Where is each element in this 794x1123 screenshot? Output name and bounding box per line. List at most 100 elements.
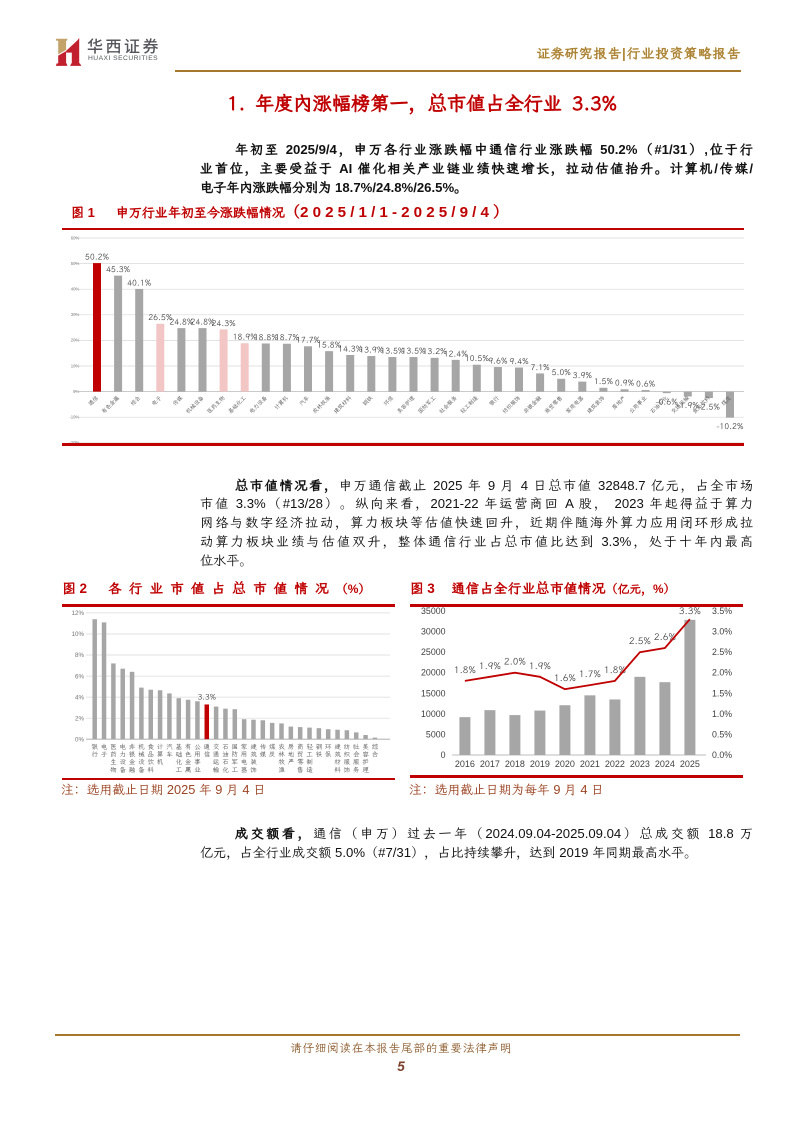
svg-text:煤: 煤 bbox=[269, 742, 276, 751]
svg-text:料: 料 bbox=[147, 765, 154, 774]
svg-text:输: 输 bbox=[212, 765, 220, 774]
svg-text:化: 化 bbox=[222, 765, 229, 774]
svg-text:12%: 12% bbox=[72, 610, 85, 617]
svg-text:30%: 30% bbox=[71, 312, 80, 317]
svg-text:工: 工 bbox=[306, 750, 313, 759]
svg-text:银: 银 bbox=[91, 742, 98, 751]
svg-text:环: 环 bbox=[324, 742, 332, 751]
svg-text:药: 药 bbox=[110, 750, 117, 759]
svg-text:15000: 15000 bbox=[421, 688, 446, 698]
svg-text:建: 建 bbox=[334, 742, 341, 751]
svg-text:合: 合 bbox=[372, 750, 379, 759]
svg-text:综: 综 bbox=[372, 742, 379, 751]
svg-text:色: 色 bbox=[185, 750, 192, 759]
svg-text:环保: 环保 bbox=[381, 394, 396, 409]
svg-text:纺织服饰: 纺织服饰 bbox=[500, 394, 522, 416]
svg-text:2019: 2019 bbox=[530, 759, 550, 769]
svg-text:纺: 纺 bbox=[344, 742, 351, 751]
svg-text:用: 用 bbox=[241, 750, 248, 759]
svg-text:交: 交 bbox=[213, 742, 220, 751]
svg-text:通: 通 bbox=[213, 750, 220, 759]
svg-text:通信: 通信 bbox=[86, 394, 101, 409]
svg-text:18.8%: 18.8% bbox=[254, 333, 279, 343]
svg-text:家: 家 bbox=[241, 742, 248, 751]
svg-text:3.0%: 3.0% bbox=[712, 627, 732, 637]
svg-text:农: 农 bbox=[278, 742, 285, 751]
svg-text:3.3%: 3.3% bbox=[198, 692, 216, 702]
svg-text:4%: 4% bbox=[75, 694, 84, 701]
svg-text:10000: 10000 bbox=[421, 709, 446, 719]
svg-text:食: 食 bbox=[147, 742, 154, 751]
svg-text:计: 计 bbox=[157, 742, 164, 751]
svg-text:品: 品 bbox=[147, 750, 154, 759]
svg-text:零: 零 bbox=[297, 757, 304, 766]
svg-text:炭: 炭 bbox=[269, 750, 276, 759]
svg-text:2.5%: 2.5% bbox=[712, 647, 732, 657]
svg-text:40%: 40% bbox=[71, 287, 80, 292]
svg-text:林: 林 bbox=[277, 750, 285, 759]
svg-text:售: 售 bbox=[297, 765, 304, 774]
svg-text:-20%: -20% bbox=[69, 440, 79, 445]
svg-text:-2.5%: -2.5% bbox=[698, 403, 721, 413]
svg-text:24.3%: 24.3% bbox=[212, 319, 237, 329]
svg-text:有色金属: 有色金属 bbox=[100, 394, 122, 416]
svg-text:0%: 0% bbox=[75, 736, 84, 743]
svg-text:13.2%: 13.2% bbox=[423, 347, 448, 357]
svg-text:房地产: 房地产 bbox=[610, 394, 628, 412]
svg-text:渔: 渔 bbox=[278, 765, 285, 774]
svg-text:业: 业 bbox=[194, 765, 201, 774]
svg-text:1.6%: 1.6% bbox=[554, 671, 576, 684]
svg-text:9.6%: 9.6% bbox=[488, 356, 508, 366]
svg-text:24.8%: 24.8% bbox=[169, 318, 194, 328]
svg-text:械: 械 bbox=[138, 750, 145, 759]
svg-text:24.8%: 24.8% bbox=[190, 318, 215, 328]
svg-text:17.7%: 17.7% bbox=[296, 336, 321, 346]
svg-text:公用事业: 公用事业 bbox=[627, 394, 649, 416]
svg-text:50%: 50% bbox=[71, 261, 80, 266]
svg-text:建筑装饰: 建筑装饰 bbox=[585, 394, 607, 416]
svg-text:务: 务 bbox=[353, 765, 360, 774]
svg-text:容: 容 bbox=[362, 750, 369, 759]
svg-text:2018: 2018 bbox=[505, 759, 525, 769]
svg-text:2017: 2017 bbox=[480, 759, 500, 769]
svg-text:60%: 60% bbox=[71, 235, 80, 240]
svg-text:2025: 2025 bbox=[680, 759, 700, 769]
svg-text:0: 0 bbox=[441, 750, 446, 760]
svg-text:地: 地 bbox=[288, 750, 295, 759]
svg-text:6%: 6% bbox=[75, 673, 84, 680]
svg-text:国防军工: 国防军工 bbox=[416, 394, 438, 416]
svg-text:3.5%: 3.5% bbox=[712, 606, 732, 616]
svg-text:10.5%: 10.5% bbox=[465, 354, 490, 364]
svg-text:装: 装 bbox=[250, 757, 257, 766]
svg-text:基础化工: 基础化工 bbox=[226, 394, 248, 416]
svg-text:10%: 10% bbox=[71, 363, 80, 368]
svg-text:50.2%: 50.2% bbox=[85, 253, 110, 263]
svg-text:金: 金 bbox=[185, 757, 192, 766]
svg-text:0.5%: 0.5% bbox=[712, 729, 732, 739]
svg-text:房: 房 bbox=[288, 742, 295, 751]
svg-text:信: 信 bbox=[204, 750, 211, 759]
svg-text:算: 算 bbox=[157, 750, 164, 759]
svg-text:力: 力 bbox=[119, 750, 126, 759]
svg-text:1.9%: 1.9% bbox=[529, 659, 551, 672]
svg-text:汽车: 汽车 bbox=[297, 394, 311, 408]
svg-text:石: 石 bbox=[222, 742, 229, 751]
svg-text:传: 传 bbox=[260, 742, 267, 751]
svg-text:护: 护 bbox=[362, 757, 369, 766]
svg-text:9.4%: 9.4% bbox=[509, 357, 529, 367]
svg-text:轻: 轻 bbox=[306, 742, 313, 751]
svg-text:2016: 2016 bbox=[455, 759, 475, 769]
svg-text:1.7%: 1.7% bbox=[579, 667, 601, 680]
svg-text:基: 基 bbox=[176, 742, 183, 751]
svg-text:0.0%: 0.0% bbox=[712, 750, 732, 760]
svg-text:饰: 饰 bbox=[250, 765, 257, 774]
svg-text:-10.2%: -10.2% bbox=[716, 422, 743, 432]
svg-text:工: 工 bbox=[232, 765, 239, 774]
svg-text:18.9%: 18.9% bbox=[233, 333, 258, 343]
svg-text:1.5%: 1.5% bbox=[594, 377, 614, 387]
svg-text:2023: 2023 bbox=[630, 759, 650, 769]
svg-text:1.8%: 1.8% bbox=[454, 663, 476, 676]
svg-text:商: 商 bbox=[297, 742, 304, 751]
svg-text:2.5%: 2.5% bbox=[629, 634, 651, 647]
svg-text:20%: 20% bbox=[71, 338, 80, 343]
